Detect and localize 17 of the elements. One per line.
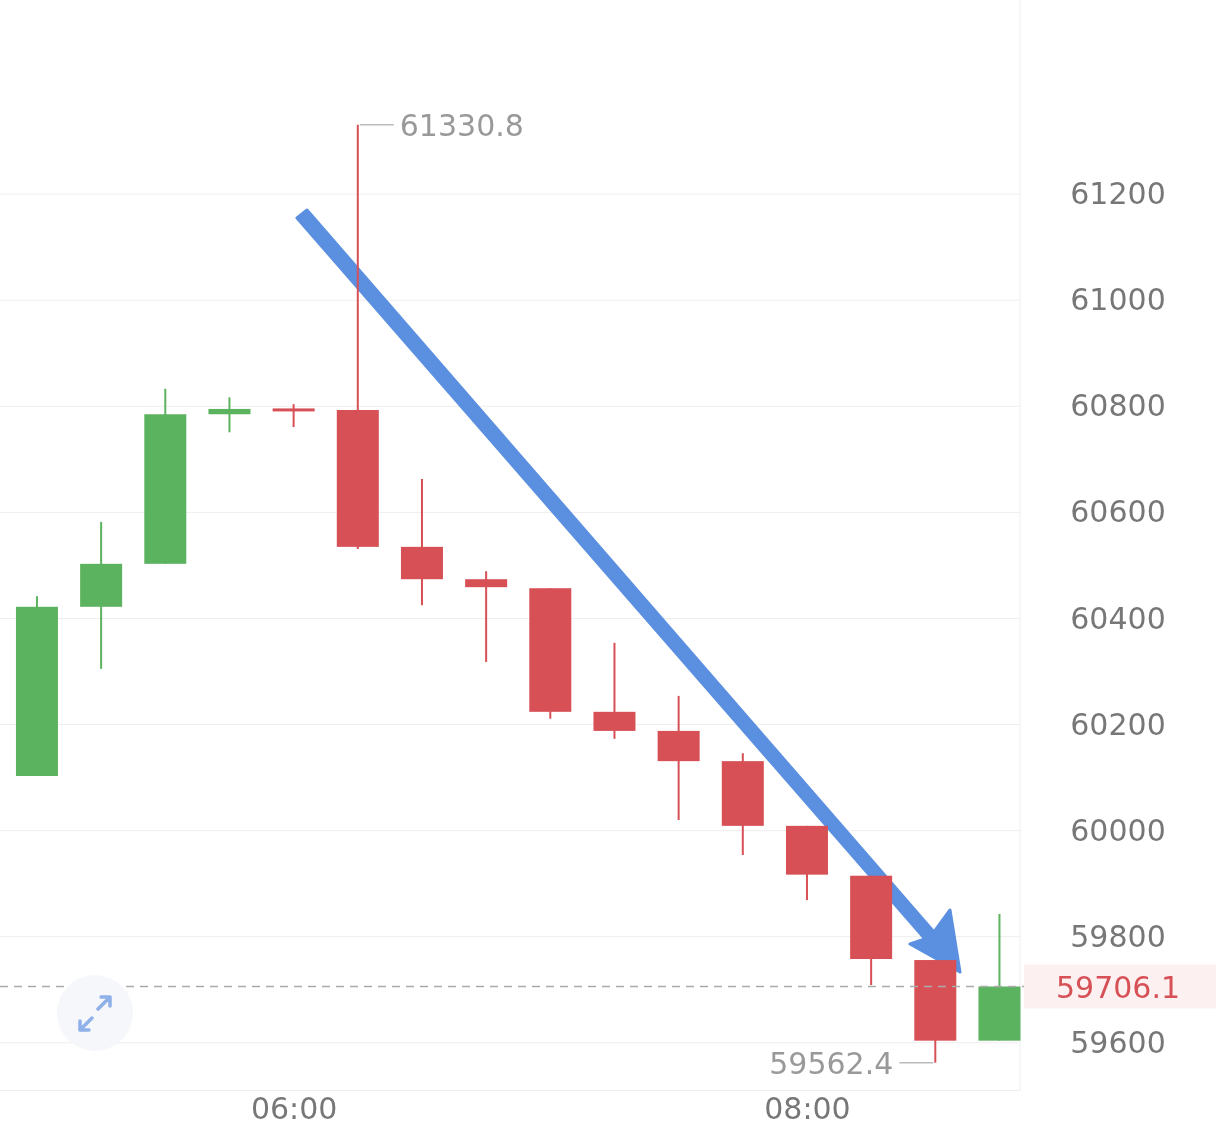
y-tick-label: 60600 (1070, 494, 1166, 530)
candlestick (208, 396, 251, 434)
y-tick-label: 60200 (1070, 706, 1166, 742)
ref-line-label: 59706.1 (1055, 969, 1181, 1005)
y-tick-label: 61000 (1070, 282, 1166, 318)
y-tick-label: 60800 (1070, 388, 1166, 424)
candlestick (272, 403, 315, 428)
y-tick-label: 60400 (1070, 600, 1166, 636)
y-tick-label: 61200 (1070, 176, 1166, 212)
x-tick-label: 08:00 (764, 1091, 851, 1126)
y-tick-label: 60000 (1070, 812, 1166, 848)
y-tick-label: 59800 (1070, 918, 1166, 954)
x-tick-label: 06:00 (250, 1091, 338, 1126)
candlestick (465, 570, 508, 663)
annotation: 59562.4 (769, 1045, 894, 1081)
annotation: 61330.8 (399, 107, 524, 143)
y-tick-label: 59600 (1070, 1024, 1166, 1060)
